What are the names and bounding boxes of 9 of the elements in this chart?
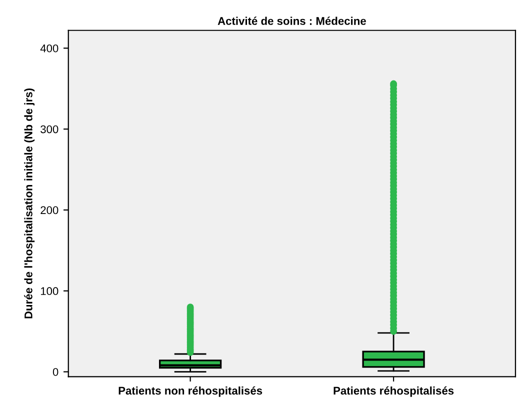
x-tick-label: Patients non réhospitalisés [118,386,262,397]
y-tick-label: 100 [40,287,58,296]
y-tick-label: 0 [52,368,58,376]
y-tick-label: 300 [40,125,58,134]
x-tick-label: Patients réhospitalisés [334,386,454,397]
y-axis-title: Durée de l'hospitalisation initiale (Nb de jrs) [24,88,35,318]
chart-title: Activité de soins : Médecine [218,16,366,25]
y-tick-label: 400 [40,44,58,52]
y-tick-label: 200 [40,206,58,214]
